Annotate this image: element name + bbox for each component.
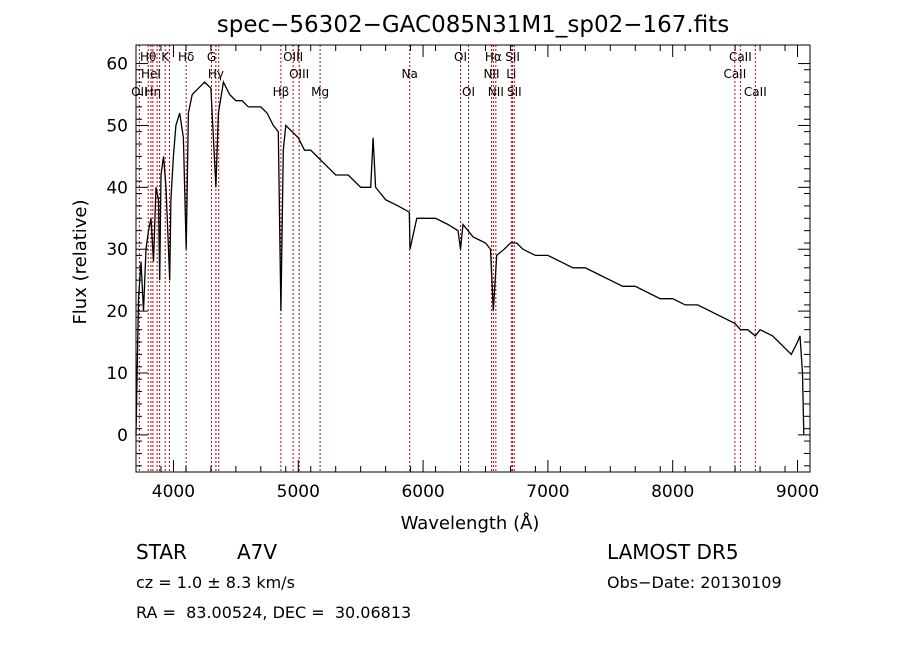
sky-coordinates: RA = 83.00524, DEC = 30.06813 — [136, 603, 412, 622]
line-label: K — [161, 50, 170, 64]
spectral-subclass: A7V — [237, 540, 278, 564]
line-label: Hθ — [140, 50, 156, 64]
emission-line-markers — [138, 45, 756, 472]
spectrum-series — [135, 80, 805, 435]
line-label: G — [207, 50, 216, 64]
x-tick-label: 6000 — [401, 482, 444, 502]
x-axis-label: Wavelength (Å) — [401, 512, 540, 534]
x-tick-label: 9000 — [776, 482, 819, 502]
line-label: HeI — [141, 67, 161, 81]
line-label: Hβ — [273, 85, 290, 99]
line-label: Hδ — [178, 50, 194, 64]
line-label: Na — [402, 67, 418, 81]
line-label: NII — [483, 67, 499, 81]
line-label: SII — [507, 85, 522, 99]
axis-ticks: 4000 5000 6000 7000 8000 9000 0 10 20 30 40 50 60 — [106, 45, 819, 502]
line-label: OIII — [289, 67, 309, 81]
object-type: STAR — [136, 540, 187, 564]
chart-title: spec−56302−GAC085N31M1_sp02−167.fits — [217, 12, 729, 38]
y-tick-label: 0 — [117, 426, 128, 446]
line-label: OIII — [283, 50, 303, 64]
y-tick-label: 20 — [106, 302, 128, 322]
line-label: NII — [488, 85, 504, 99]
line-label: OI — [462, 85, 475, 99]
x-tick-label: 8000 — [651, 482, 694, 502]
line-label: OII — [131, 85, 148, 99]
spectrum-line — [135, 80, 805, 435]
y-tick-label: 40 — [106, 178, 128, 198]
line-label: OI — [454, 50, 467, 64]
line-label: Mg — [311, 85, 329, 99]
x-tick-label: 5000 — [277, 482, 320, 502]
line-label: Hη — [145, 85, 162, 99]
line-label: Li — [506, 67, 516, 81]
y-axis-label: Flux (relative) — [70, 199, 91, 324]
line-label: CaII — [744, 85, 767, 99]
y-tick-label: 30 — [106, 240, 128, 260]
survey-name: LAMOST DR5 — [607, 540, 739, 564]
y-tick-label: 50 — [106, 116, 128, 136]
line-label: CaII — [723, 67, 746, 81]
observation-date: Obs−Date: 20130109 — [607, 573, 782, 592]
line-label: Hγ — [208, 67, 224, 81]
x-tick-label: 4000 — [152, 482, 195, 502]
line-label: SII — [505, 50, 520, 64]
line-label: Hα — [485, 50, 502, 64]
plot-frame — [135, 44, 811, 473]
x-tick-label: 7000 — [526, 482, 569, 502]
redshift-velocity: cz = 1.0 ± 8.3 km/s — [136, 573, 295, 592]
y-tick-label: 10 — [106, 364, 128, 384]
line-label: CaII — [729, 50, 752, 64]
y-tick-label: 60 — [106, 55, 128, 75]
